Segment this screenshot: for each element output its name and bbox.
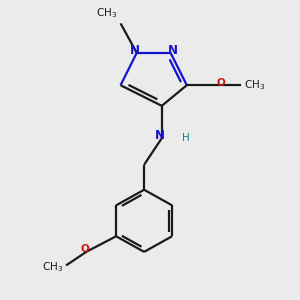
Text: CH$_3$: CH$_3$ bbox=[96, 7, 118, 20]
Text: O: O bbox=[217, 78, 226, 88]
Text: CH$_3$: CH$_3$ bbox=[42, 260, 63, 274]
Text: N: N bbox=[129, 44, 140, 57]
Text: CH$_3$: CH$_3$ bbox=[244, 78, 266, 92]
Text: O: O bbox=[81, 244, 90, 254]
Text: N: N bbox=[154, 129, 164, 142]
Text: N: N bbox=[168, 44, 178, 57]
Text: H: H bbox=[182, 133, 190, 143]
